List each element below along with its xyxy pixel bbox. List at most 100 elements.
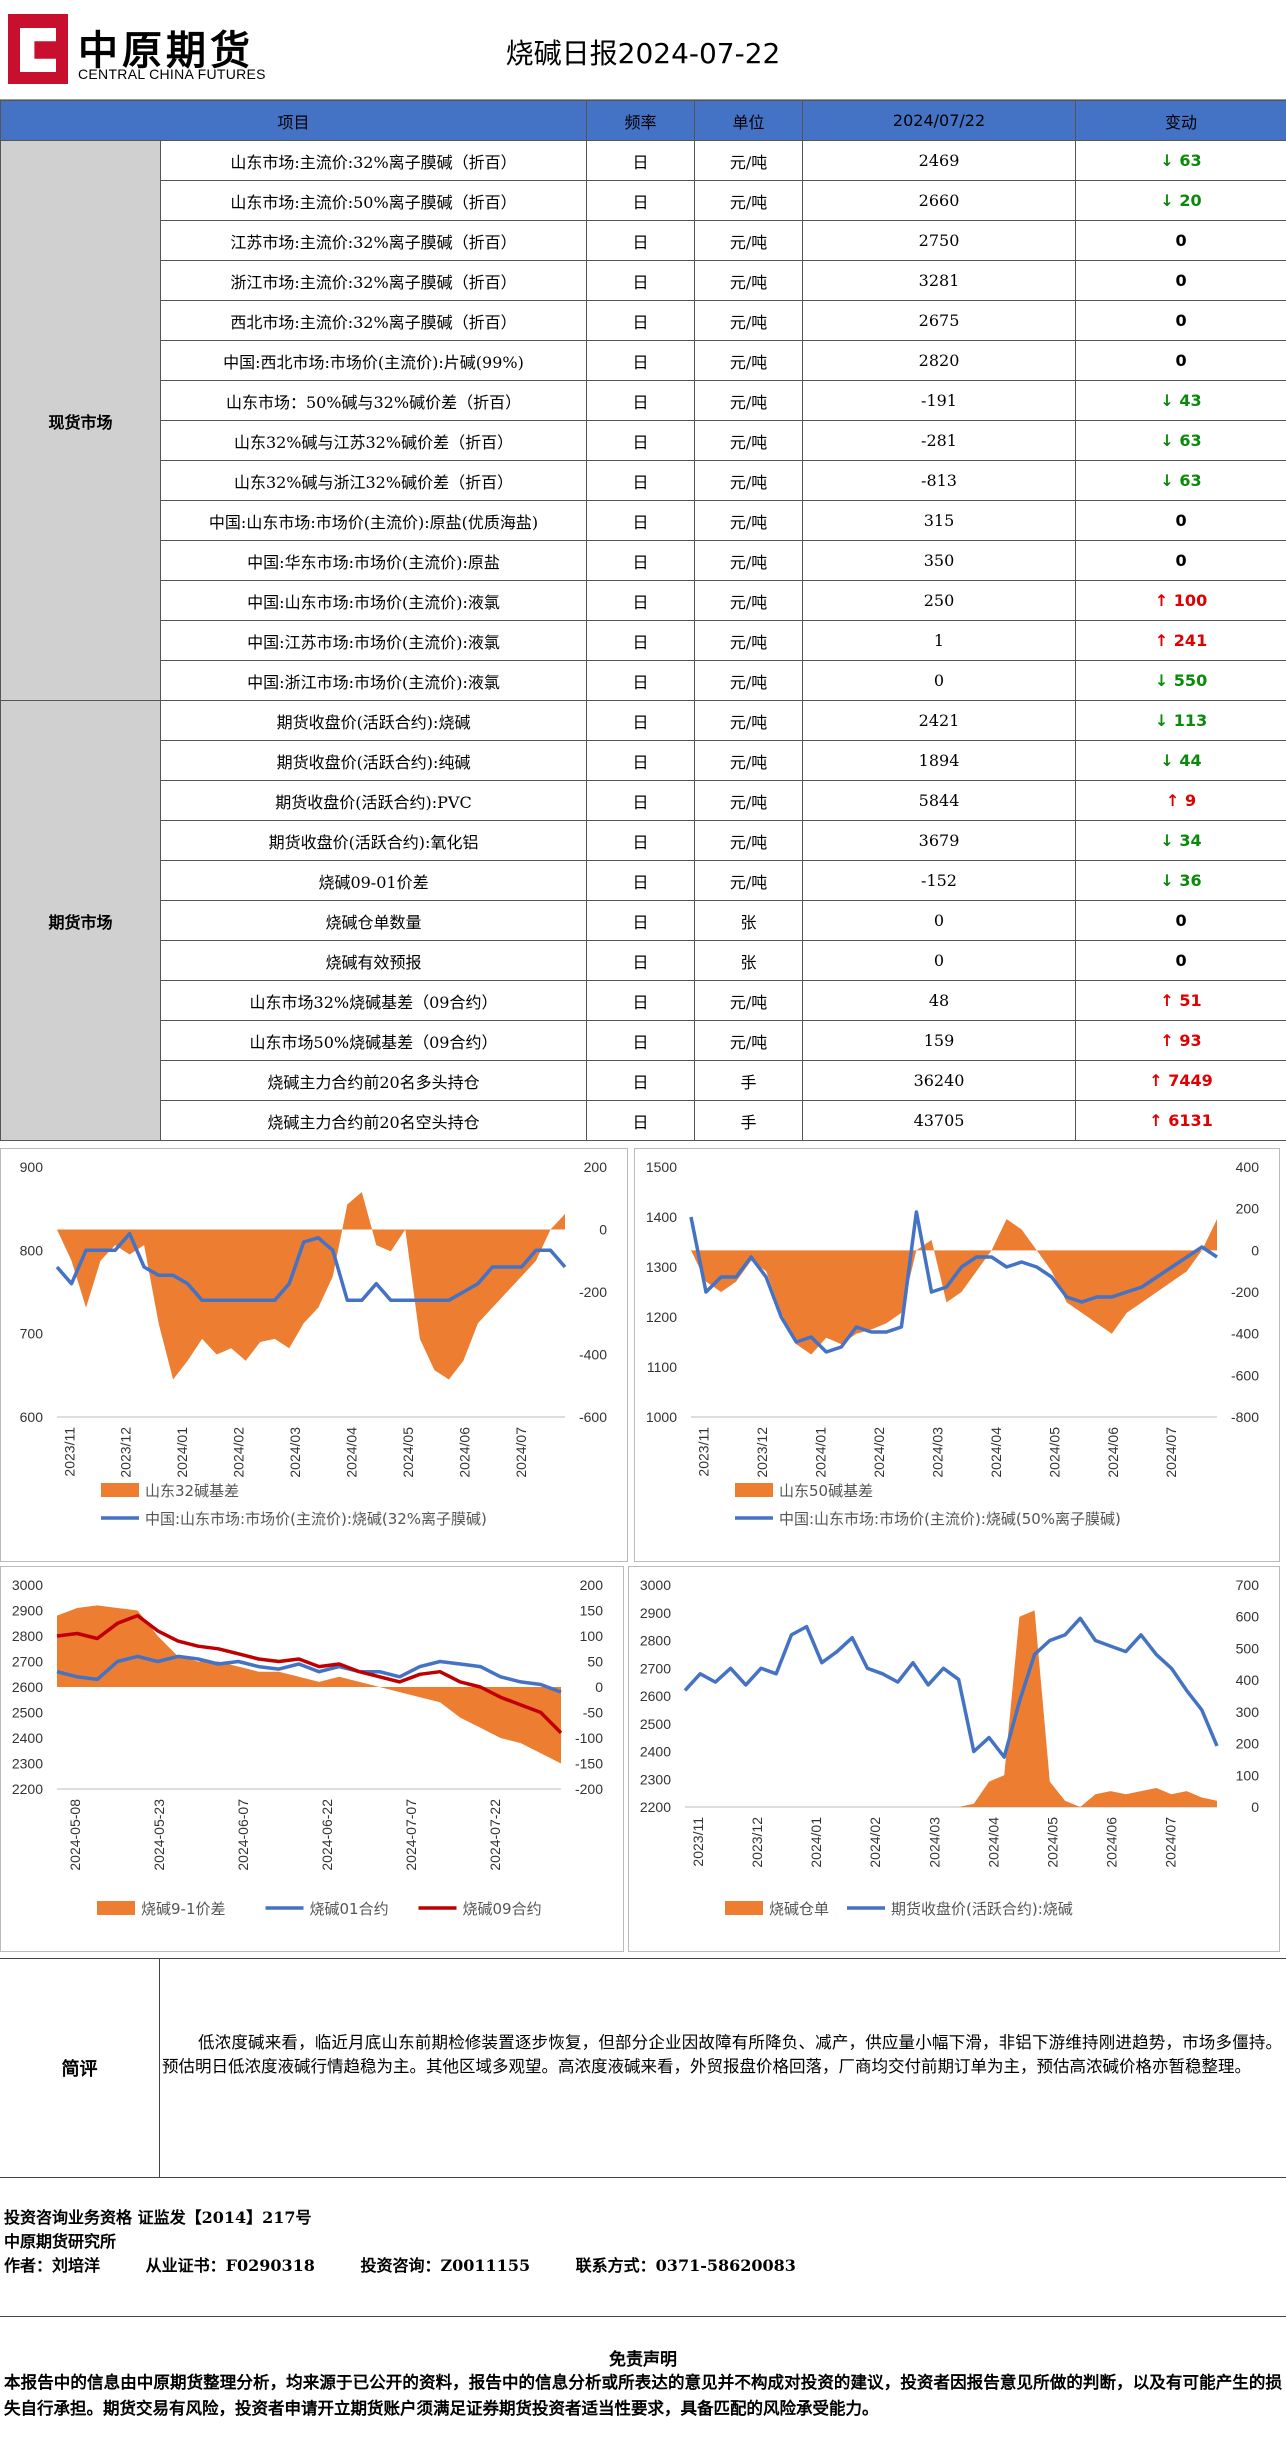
- table-row: 中国:浙江市场:市场价(主流价):液氯日元/吨 0 ↓ 550: [1, 660, 1286, 701]
- institute-line: 中原期货研究所: [4, 2232, 117, 2251]
- series-area-0: [691, 1219, 1217, 1355]
- right-axis-tick-label: 100: [580, 1628, 604, 1644]
- row-item-name: 中国:浙江市场:市场价(主流价):液氯: [159, 660, 588, 701]
- arrow-down-icon: ↓: [1160, 151, 1174, 170]
- right-axis-tick-label: 200: [1236, 1201, 1260, 1217]
- legend-area-swatch: [97, 1901, 135, 1915]
- row-frequency: 日: [586, 540, 696, 581]
- header-date: 2024/07/22: [802, 100, 1077, 141]
- change-value: 43: [1179, 391, 1202, 410]
- row-frequency: 日: [586, 300, 696, 341]
- x-axis-tick-label: 2024-07-07: [403, 1799, 419, 1871]
- x-axis-tick-label: 2024/01: [808, 1817, 824, 1868]
- change-value: 0: [1175, 951, 1187, 970]
- right-axis-tick-label: -150: [575, 1756, 603, 1772]
- report-title: 烧碱日报2024-07-22: [505, 37, 781, 70]
- row-frequency: 日: [586, 140, 696, 181]
- left-axis-tick-label: 2200: [640, 1799, 671, 1815]
- change-value: 113: [1173, 711, 1208, 730]
- chart-shandong32-basis: 600 700 800 900 -600 -400 -200 0 200 2023/11 2023/…: [0, 1148, 628, 1562]
- arrow-down-icon: ↓: [1160, 391, 1174, 410]
- row-item-name: 烧碱主力合约前20名多头持仓: [159, 1060, 588, 1101]
- series-line-1: [56, 1654, 562, 1694]
- row-value: 250: [802, 580, 1077, 621]
- row-value: 350: [802, 540, 1077, 581]
- row-item-name: 中国:山东市场:市场价(主流价):液氯: [159, 580, 588, 621]
- left-axis-tick-label: 2600: [640, 1688, 671, 1704]
- row-unit: 元/吨: [694, 780, 804, 821]
- table-row: 烧碱仓单数量日张 0 0: [1, 900, 1286, 941]
- row-frequency: 日: [586, 380, 696, 421]
- change-value: 241: [1173, 631, 1208, 650]
- table-row: 烧碱主力合约前20名空头持仓日手 43705 ↑ 6131: [1, 1100, 1286, 1141]
- row-unit: 元/吨: [694, 500, 804, 541]
- right-axis-tick-label: 600: [1236, 1609, 1260, 1625]
- left-axis-tick-label: 1000: [646, 1409, 677, 1425]
- row-unit: 元/吨: [694, 260, 804, 301]
- legend-area-swatch: [735, 1483, 773, 1497]
- x-axis-tick-label: 2024/02: [871, 1427, 887, 1478]
- table-row: 烧碱有效预报日张 0 0: [1, 940, 1286, 981]
- row-change: 0: [1075, 340, 1286, 381]
- left-axis-tick-label: 2900: [640, 1605, 671, 1621]
- row-unit: 元/吨: [694, 580, 804, 621]
- row-value: 2660: [802, 180, 1077, 221]
- row-item-name: 中国:西北市场:市场价(主流价):片碱(99%): [159, 340, 588, 381]
- change-value: 44: [1179, 751, 1202, 770]
- table-row: 烧碱09-01价差日元/吨 -152 ↓ 36: [1, 860, 1286, 901]
- row-value: 0: [802, 900, 1077, 941]
- change-value: 20: [1179, 191, 1202, 210]
- right-axis-tick-label: 300: [1236, 1704, 1260, 1720]
- right-axis-tick-label: 150: [580, 1603, 604, 1619]
- row-unit: 元/吨: [694, 460, 804, 501]
- row-unit: 元/吨: [694, 700, 804, 741]
- legend-label: 期货收盘价(活跃合约):烧碱: [891, 1900, 1073, 1918]
- disclaimer-section: 免责声明 本报告中的信息由中原期货整理分析，均来源于已公开的资料，报告中的信息分…: [0, 2316, 1286, 2449]
- row-item-name: 山东市场32%烧碱基差（09合约）: [159, 980, 588, 1021]
- row-item-name: 中国:山东市场:市场价(主流价):原盐(优质海盐): [159, 500, 588, 541]
- right-axis-tick-label: 0: [595, 1679, 603, 1695]
- table-row: 期货收盘价(活跃合约):纯碱日元/吨 1894 ↓ 44: [1, 740, 1286, 781]
- x-axis-tick-label: 2024-05-23: [151, 1799, 167, 1871]
- disclaimer-title: 免责声明: [609, 2350, 677, 2370]
- legend-label: 山东32碱基差: [145, 1482, 239, 1500]
- row-value: 159: [802, 1020, 1077, 1061]
- row-change: 0: [1075, 300, 1286, 341]
- row-unit: 手: [694, 1060, 804, 1101]
- right-axis-tick-label: -400: [1231, 1326, 1259, 1342]
- header-item: 项目: [0, 100, 588, 141]
- row-item-name: 烧碱仓单数量: [159, 900, 588, 941]
- change-value: 550: [1173, 671, 1208, 690]
- row-item-name: 山东市场:主流价:50%离子膜碱（折百）: [159, 180, 588, 221]
- right-axis-tick-label: -600: [1231, 1367, 1259, 1383]
- left-axis-tick-label: 700: [20, 1326, 44, 1342]
- chart-spread-09-01: 2200 2300 2400 2500 2600 2700 2800 2900 3000 -200…: [0, 1566, 624, 1952]
- row-frequency: 日: [586, 340, 696, 381]
- row-frequency: 日: [586, 900, 696, 941]
- row-item-name: 中国:江苏市场:市场价(主流价):液氯: [159, 620, 588, 661]
- change-value: 36: [1179, 871, 1202, 890]
- change-value: 34: [1179, 831, 1202, 850]
- legend-area-swatch: [101, 1483, 139, 1497]
- legend-label: 烧碱9-1价差: [141, 1900, 226, 1918]
- x-axis-tick-label: 2024/02: [867, 1817, 883, 1868]
- row-value: 2675: [802, 300, 1077, 341]
- series-area-0: [57, 1192, 565, 1380]
- row-item-name: 期货收盘价(活跃合约):纯碱: [159, 740, 588, 781]
- change-value: 0: [1175, 551, 1187, 570]
- commentary-label: 简评: [0, 1959, 160, 2177]
- row-change: ↑ 100: [1075, 580, 1286, 621]
- change-value: 0: [1175, 911, 1187, 930]
- row-unit: 元/吨: [694, 340, 804, 381]
- table-row: 中国:西北市场:市场价(主流价):片碱(99%) 日元/吨 2820 0: [1, 340, 1286, 381]
- row-value: 0: [802, 660, 1077, 701]
- company-logo: 中原期货 CENTRAL CHINA FUTURES: [8, 14, 278, 90]
- arrow-down-icon: ↓: [1160, 871, 1174, 890]
- x-axis-tick-label: 2023/12: [754, 1427, 770, 1478]
- row-change: ↓ 63: [1075, 420, 1286, 461]
- row-frequency: 日: [586, 1060, 696, 1101]
- left-axis-tick-label: 3000: [640, 1577, 671, 1593]
- row-value: -813: [802, 460, 1077, 501]
- qualification-line: 投资咨询业务资格 证监发【2014】217号: [4, 2208, 312, 2227]
- left-axis-tick-label: 800: [20, 1242, 44, 1258]
